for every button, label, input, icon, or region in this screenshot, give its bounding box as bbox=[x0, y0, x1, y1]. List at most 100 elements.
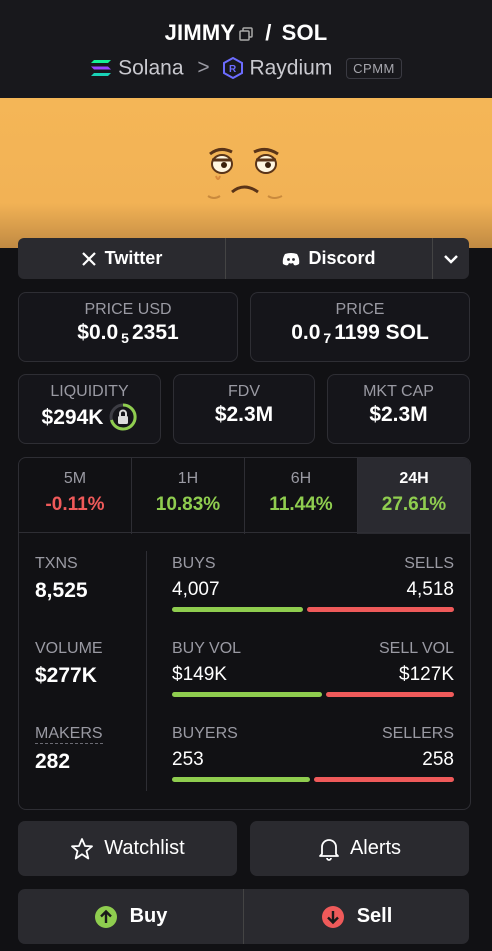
raydium-icon: R bbox=[223, 57, 244, 80]
sell-button[interactable]: Sell bbox=[244, 889, 469, 944]
tab-5m-change: -0.11% bbox=[45, 494, 105, 515]
makers-stat: MAKERS 282 bbox=[35, 725, 103, 774]
txns-label: TXNS bbox=[35, 555, 78, 572]
tab-1h[interactable]: 1H 10.83% bbox=[132, 458, 245, 534]
tab-1h-label: 1H bbox=[177, 470, 199, 487]
chain-dex-row: Solana > R Raydium CPMM bbox=[0, 56, 492, 80]
base-symbol: JIMMY bbox=[164, 20, 236, 45]
sell-vol-bar-fill bbox=[326, 692, 454, 697]
buyers-label: BUYERS bbox=[172, 725, 238, 742]
buy-vol-label: BUY VOL bbox=[172, 640, 242, 657]
volume-label: VOLUME bbox=[35, 640, 103, 657]
buys-value: 4,007 bbox=[172, 579, 220, 600]
pool-type-badge: CPMM bbox=[346, 57, 402, 79]
buy-sell-volume-row: BUY VOL SELL VOL $149K $127K bbox=[172, 640, 454, 697]
buys-sells-bar bbox=[172, 607, 454, 612]
sell-vol-label: SELL VOL bbox=[378, 640, 454, 657]
sells-bar-fill bbox=[306, 607, 454, 612]
buyers-value: 253 bbox=[172, 749, 204, 770]
watchlist-button[interactable]: Watchlist bbox=[18, 821, 237, 876]
makers-label: MAKERS bbox=[35, 725, 103, 744]
buy-vol-value: $149K bbox=[172, 664, 227, 685]
sells-label: SELLS bbox=[404, 555, 454, 572]
tab-5m-label: 5M bbox=[63, 470, 87, 487]
social-links-bar: Twitter Discord bbox=[18, 238, 469, 279]
sellers-bar-fill bbox=[313, 777, 454, 782]
copy-icon[interactable] bbox=[239, 27, 254, 41]
svg-text:R: R bbox=[229, 64, 237, 75]
alerts-button[interactable]: Alerts bbox=[250, 821, 469, 876]
volume-value: $277K bbox=[35, 664, 97, 687]
volume-stat: VOLUME $277K bbox=[35, 640, 103, 688]
tab-24h[interactable]: 24H 27.61% bbox=[358, 458, 470, 534]
market-cap-value: $2.3M bbox=[369, 403, 428, 426]
tab-6h[interactable]: 6H 11.44% bbox=[245, 458, 358, 534]
price-native-label: PRICE bbox=[335, 301, 385, 318]
twitter-label: Twitter bbox=[104, 248, 163, 268]
sell-vol-value: $127K bbox=[399, 664, 454, 685]
timeframe-tabs: 5M -0.11% 1H 10.83% 6H 11.44% 24H 27.61% bbox=[18, 457, 471, 534]
sells-value: 4,518 bbox=[406, 579, 454, 600]
price-usd-box: PRICE USD $0.0 5 2351 bbox=[18, 292, 238, 362]
discord-button[interactable]: Discord bbox=[226, 238, 433, 279]
tab-24h-label: 24H bbox=[399, 470, 429, 487]
locked-liquidity-icon[interactable] bbox=[109, 403, 138, 431]
arrow-down-circle-icon bbox=[321, 905, 344, 928]
alerts-label: Alerts bbox=[349, 837, 402, 859]
sell-label: Sell bbox=[356, 905, 393, 927]
market-cap-label: MKT CAP bbox=[363, 383, 434, 400]
star-icon bbox=[71, 837, 94, 859]
txns-value: 8,525 bbox=[35, 579, 88, 602]
solana-icon bbox=[91, 60, 112, 77]
buy-label: Buy bbox=[129, 905, 168, 927]
price-usd-label: PRICE USD bbox=[84, 301, 172, 318]
watchlist-label: Watchlist bbox=[104, 837, 185, 859]
trade-bar: Buy Sell bbox=[18, 889, 469, 944]
buys-label: BUYS bbox=[172, 555, 216, 572]
tab-6h-change: 11.44% bbox=[269, 494, 333, 515]
market-cap-box: MKT CAP $2.3M bbox=[327, 374, 470, 444]
tab-6h-label: 6H bbox=[290, 470, 312, 487]
pair-header: JIMMY / SOL Solana > R Raydium CPMM bbox=[0, 0, 492, 98]
price-native-value: 0.0 7 1199 SOL bbox=[291, 321, 429, 346]
pair-separator: / bbox=[265, 20, 272, 45]
fdv-label: FDV bbox=[228, 383, 260, 400]
stats-divider bbox=[146, 551, 147, 791]
txns-stat: TXNS 8,525 bbox=[35, 555, 88, 603]
bell-icon bbox=[319, 838, 339, 861]
sellers-value: 258 bbox=[422, 749, 454, 770]
pair-title: JIMMY / SOL bbox=[0, 20, 492, 46]
fdv-value: $2.3M bbox=[214, 403, 274, 426]
chevron-right-icon: > bbox=[197, 56, 210, 80]
token-banner bbox=[0, 98, 492, 248]
buy-button[interactable]: Buy bbox=[18, 889, 244, 944]
chain-name[interactable]: Solana bbox=[118, 56, 184, 80]
liquidity-value: $294K bbox=[19, 403, 160, 431]
fdv-box: FDV $2.3M bbox=[173, 374, 315, 444]
arrow-up-circle-icon bbox=[94, 905, 117, 928]
buyers-sellers-bar bbox=[172, 777, 454, 782]
makers-value: 282 bbox=[35, 750, 71, 773]
quote-symbol: SOL bbox=[281, 20, 328, 45]
liquidity-label: LIQUIDITY bbox=[50, 383, 129, 400]
tab-1h-change: 10.83% bbox=[155, 494, 221, 515]
discord-logo-icon bbox=[283, 252, 300, 265]
price-usd-value: $0.0 5 2351 bbox=[77, 321, 179, 346]
x-logo-icon bbox=[81, 251, 96, 266]
dex-name[interactable]: Raydium bbox=[249, 56, 333, 80]
twitter-button[interactable]: Twitter bbox=[18, 238, 226, 279]
price-native-box: PRICE 0.0 7 1199 SOL bbox=[250, 292, 470, 362]
token-face-image bbox=[207, 147, 283, 199]
discord-label: Discord bbox=[308, 248, 376, 268]
more-links-button[interactable] bbox=[433, 238, 469, 279]
tab-5m[interactable]: 5M -0.11% bbox=[19, 458, 132, 534]
buyers-bar-fill bbox=[172, 777, 310, 782]
buyers-sellers-row: BUYERS SELLERS 253 258 bbox=[172, 725, 454, 782]
tab-24h-change: 27.61% bbox=[381, 494, 447, 515]
sellers-label: SELLERS bbox=[381, 725, 454, 742]
buy-vol-bar-fill bbox=[172, 692, 323, 697]
trade-stats-panel: TXNS 8,525 VOLUME $277K MAKERS 282 BUYS S… bbox=[18, 532, 471, 810]
liquidity-box: LIQUIDITY $294K bbox=[18, 374, 161, 444]
chevron-down-icon bbox=[444, 254, 458, 264]
buys-sells-row: BUYS SELLS 4,007 4,518 bbox=[172, 555, 454, 612]
